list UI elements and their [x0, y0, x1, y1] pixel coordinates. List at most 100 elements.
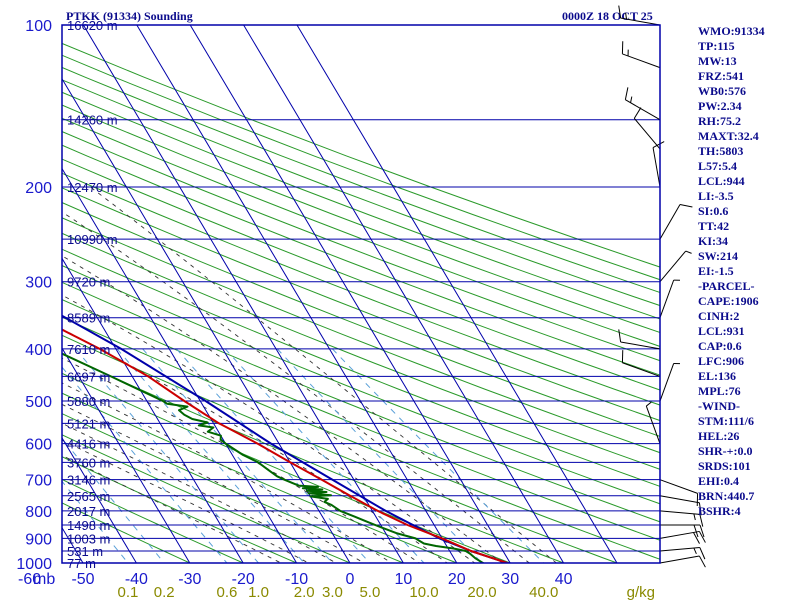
mixing-ratio-line: [62, 366, 228, 563]
moist-adiabat-line: [62, 382, 393, 563]
dry-adiabat-line: [62, 104, 660, 334]
index-label: LCL:944: [698, 174, 745, 188]
moist-adiabat-line: [62, 439, 310, 563]
moist-adiabat-line: [62, 328, 448, 563]
isotherm-line: [296, 25, 618, 563]
mixing-ratio-line: [332, 348, 545, 563]
index-label: EI:-1.5: [698, 264, 734, 278]
mixing-ratio-line: [224, 348, 425, 563]
dry-adiabat-line: [62, 217, 660, 454]
index-label: MAXT:32.4: [698, 129, 759, 143]
index-label: LCL:931: [698, 324, 745, 338]
wind-barb: [633, 107, 661, 150]
temperature-tick-label: -30: [178, 571, 201, 588]
mixing-ratio-line: [176, 348, 371, 563]
index-label: MPL:76: [698, 384, 741, 398]
index-label: SRDS:101: [698, 459, 751, 473]
height-label: 2565 m: [67, 489, 110, 504]
dry-adiabat-line: [62, 172, 660, 406]
moist-adiabat-line: [62, 454, 283, 563]
index-label: SHR-+:0.0: [698, 444, 753, 458]
isotherm-line: [62, 347, 191, 563]
mixing-ratio-tick-label: 0.2: [154, 584, 175, 600]
temperature-tick-label: -50: [71, 571, 94, 588]
dry-adiabat-line: [62, 334, 619, 563]
temperature-tick-label: -20: [232, 571, 255, 588]
index-label: CAPE:1906: [698, 294, 759, 308]
dry-adiabat-line: [62, 316, 660, 560]
height-label: 7610 m: [67, 342, 110, 357]
moist-adiabat-line: [62, 211, 531, 563]
dry-adiabat-line: [62, 502, 191, 563]
wind-barb: [624, 87, 661, 121]
pressure-tick-label: 800: [25, 504, 52, 521]
dry-adiabat-line: [62, 265, 660, 505]
pressure-tick-label: 700: [25, 473, 52, 490]
dry-adiabat-line: [62, 456, 298, 563]
mixing-ratio-line: [75, 348, 260, 563]
wind-barb: [659, 555, 706, 568]
index-label: EHI:0.4: [698, 474, 739, 488]
wind-barb: [618, 329, 661, 350]
index-label: WMO:91334: [698, 24, 765, 38]
temperature-tick-label: 0: [346, 571, 355, 588]
index-label: BRN:440.7: [698, 489, 754, 503]
height-label: 5121 m: [67, 416, 110, 431]
index-label: LFC:906: [698, 354, 744, 368]
height-label: 3146 m: [67, 473, 110, 488]
height-label: 2017 m: [67, 504, 110, 519]
height-label: 1498 m: [67, 518, 110, 533]
profile-dewpoint-line: [62, 352, 485, 563]
index-label: RH:75.2: [698, 114, 741, 128]
wind-barb: [659, 279, 681, 318]
index-label: L57:5.4: [698, 159, 737, 173]
isotherm-line: [136, 25, 458, 563]
mixing-ratio-tick-label: 1.0: [248, 584, 269, 600]
index-label: -WIND-: [698, 399, 740, 413]
temperature-tick-label: 40: [555, 571, 573, 588]
height-label: 4416 m: [67, 437, 110, 452]
height-label: 12470 m: [67, 180, 118, 195]
wind-barb: [660, 524, 705, 538]
mixing-ratio-tick-label: 2.0: [294, 584, 315, 600]
temperature-tick-label: 20: [448, 571, 466, 588]
index-label: SW:214: [698, 249, 738, 263]
isotherm-line: [62, 77, 351, 563]
height-label: 10990 m: [67, 232, 118, 247]
pressure-tick-label: 900: [25, 531, 52, 548]
dry-adiabat-line: [62, 79, 660, 307]
index-label: SI:0.6: [698, 204, 728, 218]
mixing-ratio-tick-label: 0.6: [217, 584, 238, 600]
mixing-ratio-tick-label: 40.0: [529, 584, 558, 600]
dry-adiabat-line: [62, 232, 660, 470]
wind-barb: [659, 495, 702, 516]
pressure-tick-label: 100: [25, 18, 52, 35]
wind-barb: [621, 350, 661, 377]
moist-adiabat-line: [62, 255, 503, 563]
temperature-tick-label: -10: [285, 571, 308, 588]
mixing-ratio-tick-label: 20.0: [467, 584, 496, 600]
moist-adiabat-line: [62, 403, 365, 563]
isotherm-line: [82, 25, 404, 563]
index-label: TP:115: [698, 39, 735, 53]
dry-adiabat-line: [62, 202, 660, 437]
wind-barb: [659, 530, 706, 544]
height-label: 6697 m: [67, 369, 110, 384]
index-label: -PARCEL-: [698, 279, 754, 293]
pressure-tick-label: 300: [25, 275, 52, 292]
isotherm-line: [189, 25, 511, 563]
mixing-ratio-unit-label: g/kg: [627, 584, 655, 600]
wind-barb: [659, 250, 692, 283]
height-label: 531 m: [67, 544, 103, 559]
dry-adiabat-line: [62, 298, 660, 541]
wind-barb: [659, 479, 699, 507]
temperature-tick-label: 10: [395, 571, 413, 588]
wind-barb: [618, 5, 661, 26]
dry-adiabat-line: [62, 66, 660, 294]
height-label: 14260 m: [67, 113, 118, 128]
temperature-tick-label: -60: [18, 571, 41, 588]
dry-adiabat-line: [62, 187, 660, 422]
index-label: CAP:0.6: [698, 339, 742, 353]
wind-barb: [659, 362, 681, 402]
